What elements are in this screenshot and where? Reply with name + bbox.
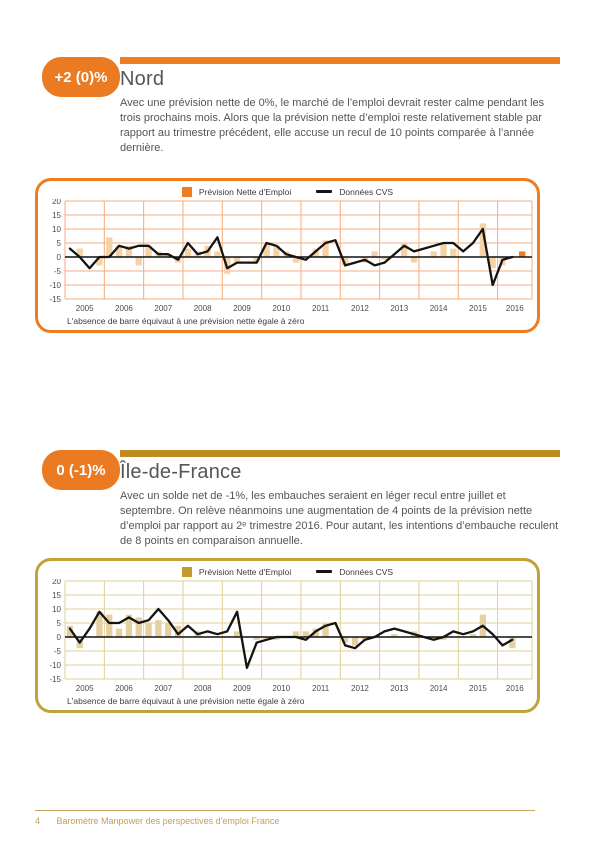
svg-text:-10: -10 [49, 661, 61, 670]
svg-text:2008: 2008 [194, 684, 212, 693]
svg-text:15: 15 [52, 211, 61, 220]
line-legend-label: Données CVS [339, 566, 394, 577]
nord-title: Nord [120, 68, 165, 90]
svg-text:2012: 2012 [351, 684, 369, 693]
nord-accent-bar [120, 57, 560, 64]
nord-chart-frame: Prévision Nette d'Emploi Données CVS 20 1… [35, 178, 540, 333]
nord-content: Nord Avec une prévision nette de 0%, le … [120, 57, 560, 156]
svg-text:0: 0 [57, 633, 62, 642]
svg-text:0: 0 [57, 253, 62, 262]
idf-body-text: Avec un solde net de -1%, les embauches … [120, 490, 559, 547]
footer-title: Baromètre Manpower des perspectives d'em… [56, 816, 280, 826]
svg-text:2016: 2016 [506, 684, 524, 693]
section-nord: +2 (0)% Nord Avec une prévision nette de… [0, 57, 600, 156]
nord-score-badge: +2 (0)% [42, 57, 120, 97]
svg-text:2011: 2011 [312, 684, 330, 693]
line-legend-label: Données CVS [339, 186, 394, 197]
line-legend-dash-icon [316, 570, 333, 573]
svg-text:2013: 2013 [390, 684, 408, 693]
line-legend-dash-icon [316, 190, 333, 193]
svg-text:5: 5 [57, 619, 62, 628]
page-number: 4 [35, 816, 41, 826]
svg-text:5: 5 [57, 239, 62, 248]
svg-text:10: 10 [52, 225, 61, 234]
idf-chart-legend: Prévision Nette d'Emploi Données CVS [38, 565, 537, 578]
idf-chart-note: L'absence de barre équivaut à une prévis… [67, 696, 305, 706]
svg-text:2009: 2009 [233, 304, 251, 313]
svg-text:2015: 2015 [469, 304, 487, 313]
idf-score-badge: 0 (-1)% [42, 450, 120, 490]
svg-text:2015: 2015 [469, 684, 487, 693]
svg-text:-15: -15 [49, 295, 61, 304]
svg-text:2007: 2007 [154, 684, 172, 693]
svg-text:20: 20 [52, 199, 61, 206]
svg-text:2011: 2011 [312, 304, 330, 313]
svg-text:15: 15 [52, 591, 61, 600]
idf-accent-bar [120, 450, 560, 457]
nord-chart-legend: Prévision Nette d'Emploi Données CVS [38, 185, 537, 198]
bar-legend-label: Prévision Nette d'Emploi [198, 186, 292, 197]
svg-text:2007: 2007 [154, 304, 172, 313]
svg-text:2013: 2013 [390, 304, 408, 313]
svg-text:2008: 2008 [194, 304, 212, 313]
svg-text:2014: 2014 [430, 304, 448, 313]
nord-body-text: Avec une prévision nette de 0%, le march… [120, 97, 545, 154]
bar-legend-label: Prévision Nette d'Emploi [198, 566, 292, 577]
svg-text:2012: 2012 [351, 304, 369, 313]
idf-chart-frame: Prévision Nette d'Emploi Données CVS 20 1… [35, 558, 540, 713]
idf-title: Île-de-France [120, 461, 242, 483]
svg-text:2010: 2010 [272, 684, 290, 693]
svg-text:-5: -5 [54, 267, 62, 276]
svg-text:-10: -10 [49, 281, 61, 290]
svg-text:2014: 2014 [430, 684, 448, 693]
svg-text:2005: 2005 [76, 304, 94, 313]
svg-text:2016: 2016 [506, 304, 524, 313]
footer-rule [35, 810, 535, 811]
svg-text:-15: -15 [49, 675, 61, 684]
svg-text:-5: -5 [54, 647, 62, 656]
bar-legend-swatch-icon [181, 186, 192, 197]
bar-legend-swatch-icon [181, 566, 192, 577]
svg-text:10: 10 [52, 605, 61, 614]
footer: 4 Baromètre Manpower des perspectives d'… [35, 816, 279, 826]
svg-text:2006: 2006 [115, 684, 133, 693]
svg-text:20: 20 [52, 579, 61, 586]
idf-content: Île-de-France Avec un solde net de -1%, … [120, 450, 560, 549]
svg-text:2005: 2005 [76, 684, 94, 693]
section-idf: 0 (-1)% Île-de-France Avec un solde net … [0, 450, 600, 549]
svg-text:2010: 2010 [272, 304, 290, 313]
nord-chart-note: L'absence de barre équivaut à une prévis… [67, 316, 305, 326]
svg-text:2009: 2009 [233, 684, 251, 693]
svg-text:2006: 2006 [115, 304, 133, 313]
